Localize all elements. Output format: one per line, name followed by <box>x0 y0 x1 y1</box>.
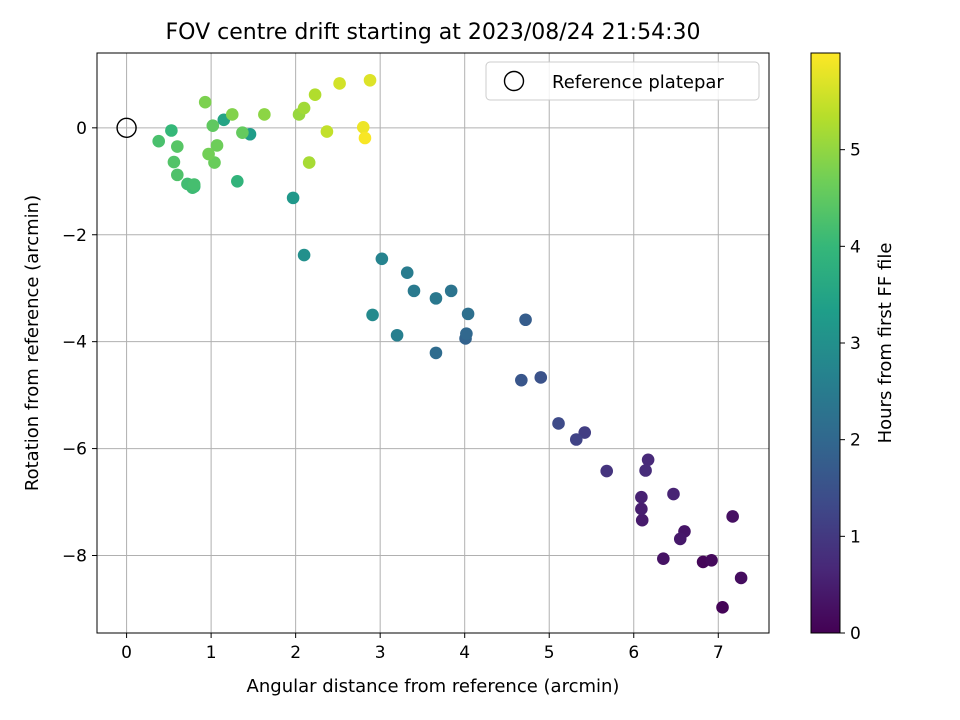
data-point <box>667 487 680 501</box>
data-point <box>366 308 379 322</box>
data-point <box>236 126 249 139</box>
data-point <box>297 248 311 262</box>
data-point <box>152 134 166 148</box>
data-point <box>308 88 322 101</box>
data-point <box>657 552 670 565</box>
x-tick-label: 7 <box>713 643 724 663</box>
legend-label-reference: Reference platepar <box>552 72 724 93</box>
colorbar-tick-label: 5 <box>850 141 861 161</box>
data-point <box>390 328 404 342</box>
data-point <box>429 346 443 360</box>
data-point <box>635 490 648 504</box>
data-point <box>673 532 687 546</box>
legend-frame <box>485 61 760 101</box>
x-tick-label: 4 <box>459 643 470 663</box>
chart-title: FOV centre drift starting at 2023/08/24 … <box>166 20 701 45</box>
legend-box: Reference platepar <box>485 61 760 101</box>
data-point <box>358 131 372 145</box>
data-point <box>206 119 220 133</box>
y-tick-label: −8 <box>62 546 87 566</box>
y-tick-label: −6 <box>62 440 87 460</box>
data-point <box>356 121 370 134</box>
data-point <box>286 191 300 205</box>
data-point <box>705 553 718 567</box>
data-point <box>578 426 592 439</box>
x-tick-label: 1 <box>206 643 217 663</box>
data-point <box>515 373 528 387</box>
scatter-points <box>152 73 748 614</box>
data-point <box>600 464 614 478</box>
data-point <box>210 139 224 152</box>
x-axis-ticks: 0 1 2 3 4 5 6 7 <box>121 633 724 663</box>
reference-marker <box>116 117 137 139</box>
data-point <box>363 73 377 87</box>
data-point <box>641 453 655 467</box>
colorbar: 0 1 2 3 4 5 Hours from first FF file <box>810 52 896 644</box>
data-point <box>460 327 473 340</box>
data-point <box>552 417 565 430</box>
data-point <box>171 168 184 182</box>
data-point <box>519 313 532 327</box>
data-point <box>400 266 414 280</box>
data-point <box>444 284 458 298</box>
data-point <box>375 252 389 266</box>
x-axis-label: Angular distance from reference (arcmin) <box>247 676 620 697</box>
data-point <box>726 510 739 523</box>
data-point <box>534 371 548 384</box>
data-point <box>165 124 178 137</box>
data-point <box>297 101 311 115</box>
colorbar-tick-label: 4 <box>850 237 861 257</box>
data-point <box>258 108 271 121</box>
colorbar-label: Hours from first FF file <box>875 243 896 444</box>
data-point <box>461 307 475 321</box>
data-point <box>407 284 421 298</box>
x-tick-label: 6 <box>628 643 639 663</box>
x-tick-label: 2 <box>290 643 301 663</box>
data-point <box>333 77 346 90</box>
colorbar-gradient <box>810 52 841 634</box>
data-point <box>171 140 184 153</box>
y-tick-label: −4 <box>62 333 87 353</box>
data-point <box>302 156 316 169</box>
data-point <box>635 502 648 516</box>
data-point <box>225 108 239 121</box>
colorbar-tick-label: 0 <box>850 624 861 644</box>
y-axis-ticks: 0 −2 −4 −6 −8 <box>62 119 97 566</box>
x-tick-label: 5 <box>544 643 555 663</box>
data-point <box>635 513 649 527</box>
x-tick-label: 0 <box>121 643 132 663</box>
data-point <box>429 292 443 305</box>
colorbar-tick-label: 3 <box>850 334 861 354</box>
y-tick-label: 0 <box>76 119 87 139</box>
colorbar-tick-label: 1 <box>850 527 861 547</box>
data-point <box>198 95 212 109</box>
data-point <box>167 155 181 169</box>
y-axis-label: Rotation from reference (arcmin) <box>22 195 43 491</box>
data-point <box>639 464 652 477</box>
colorbar-tick-label: 2 <box>850 431 861 451</box>
plot-frame <box>96 52 770 634</box>
legend-marker-reference <box>503 70 525 92</box>
data-point <box>187 178 201 191</box>
y-tick-label: −2 <box>62 226 87 246</box>
colorbar-ticks: 0 1 2 3 4 5 <box>840 141 861 644</box>
data-point <box>202 147 215 161</box>
data-point <box>734 571 748 585</box>
data-point <box>569 433 583 446</box>
data-point <box>231 174 244 188</box>
data-point <box>320 125 334 138</box>
data-point <box>716 601 729 614</box>
reference-point <box>116 117 137 139</box>
x-tick-label: 3 <box>375 643 386 663</box>
